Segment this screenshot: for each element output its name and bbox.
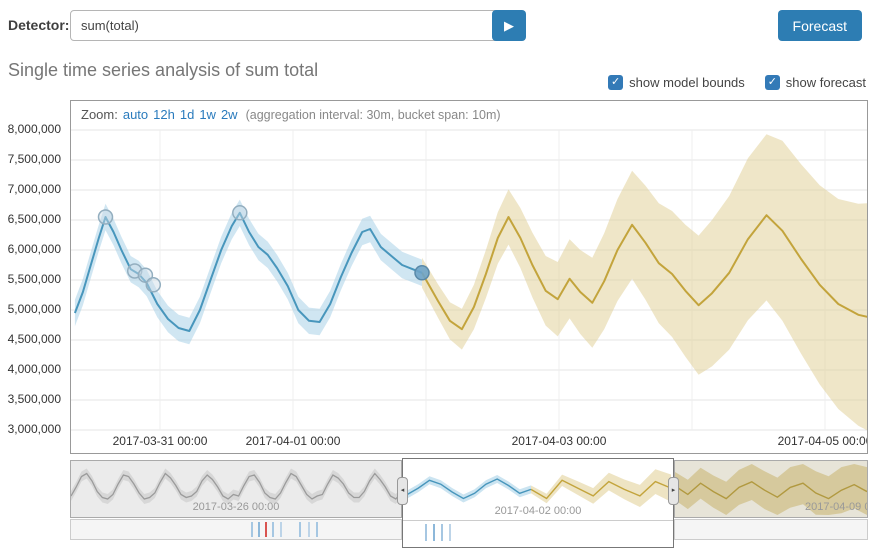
y-axis-label: 8,000,000 [0, 122, 61, 136]
anomaly-marker[interactable] [99, 210, 113, 224]
y-axis-label: 5,000,000 [0, 302, 61, 316]
checkbox-label: show model bounds [629, 75, 745, 90]
swimlane-anomaly-tick [251, 522, 253, 537]
x-axis-label: 2017-03-31 00:00 [95, 434, 225, 448]
forecast-bounds-area [422, 134, 867, 431]
y-axis-label: 3,000,000 [0, 422, 61, 436]
y-axis-label: 3,500,000 [0, 392, 61, 406]
x-axis-label: 2017-04-01 00:00 [228, 434, 358, 448]
swimlane-anomaly-tick [316, 522, 318, 537]
detector-selected-value: sum(total) [81, 18, 139, 33]
swimlane-anomaly-tick [308, 522, 310, 537]
context-right-date: 2017-04-09 00:00 [805, 501, 868, 513]
checkbox-label: show forecast [786, 75, 866, 90]
y-axis-label: 6,000,000 [0, 242, 61, 256]
x-axis-label: 2017-04-05 00:00 [760, 434, 868, 448]
swimlane-anomaly-tick [425, 524, 427, 541]
play-icon: ▶ [504, 18, 514, 33]
swimlane-anomaly-tick [258, 522, 260, 537]
y-axis-label: 7,500,000 [0, 152, 61, 166]
checkbox-icon: ✓ [765, 75, 780, 90]
zoom-label: Zoom: [81, 107, 118, 122]
aggregation-note: (aggregation interval: 30m, bucket span:… [246, 108, 501, 122]
single-metric-viewer: Detector: sum(total) ▶ Forecast Single t… [0, 0, 870, 560]
swimlane-selection [403, 521, 673, 545]
swimlane-left [70, 519, 402, 540]
latest-value-marker[interactable] [415, 266, 429, 280]
zoom-option-1w[interactable]: 1w [199, 107, 216, 122]
zoom-option-12h[interactable]: 12h [153, 107, 175, 122]
y-axis-label: 4,500,000 [0, 332, 61, 346]
main-chart-plot[interactable] [71, 101, 867, 453]
zoom-controls: Zoom: auto 12h 1d 1w 2w (aggregation interval:… [81, 107, 501, 122]
brush-handle-right[interactable]: ▸ [668, 477, 679, 505]
forecast-button[interactable]: Forecast [778, 10, 862, 41]
context-chart-right-unselected[interactable]: 2017-04-09 00:00 [674, 460, 868, 518]
zoom-option-1d[interactable]: 1d [180, 107, 194, 122]
context-selection-date: 2017-04-02 00:00 [403, 505, 673, 517]
swimlane-anomaly-tick [265, 522, 267, 537]
anomaly-marker[interactable] [146, 278, 160, 292]
swimlane-anomaly-tick [299, 522, 301, 537]
swimlane-anomaly-tick [449, 524, 451, 541]
checkbox-icon: ✓ [608, 75, 623, 90]
play-button[interactable]: ▶ [492, 10, 526, 41]
x-axis-label: 2017-04-03 00:00 [494, 434, 624, 448]
y-axis-label: 5,500,000 [0, 272, 61, 286]
main-time-series-chart[interactable]: Zoom: auto 12h 1d 1w 2w (aggregation interval:… [70, 100, 868, 454]
context-chart-left-unselected[interactable]: 2017-03-26 00:00 [70, 460, 402, 518]
y-axis-label: 7,000,000 [0, 182, 61, 196]
zoom-option-auto[interactable]: auto [123, 107, 148, 122]
swimlane-anomaly-tick [441, 524, 443, 541]
y-axis-label: 6,500,000 [0, 212, 61, 226]
show-model-bounds-checkbox[interactable]: ✓ show model bounds [608, 75, 745, 90]
detector-select[interactable]: sum(total) [70, 10, 516, 41]
y-axis-labels: 8,000,000 7,500,000 7,000,000 6,500,000 6,00… [0, 0, 64, 460]
swimlane-anomaly-tick [280, 522, 282, 537]
model-bounds-area [75, 200, 422, 345]
zoom-option-2w[interactable]: 2w [221, 107, 238, 122]
brush-handle-left[interactable]: ◂ [397, 477, 408, 505]
context-brush-selection[interactable]: 2017-04-02 00:00 [402, 458, 674, 548]
swimlane-right [674, 519, 868, 540]
anomaly-marker[interactable] [233, 206, 247, 220]
swimlane-anomaly-tick [433, 524, 435, 541]
swimlane-anomaly-tick [272, 522, 274, 537]
chart-option-checkboxes: ✓ show model bounds ✓ show forecast [608, 75, 866, 90]
y-axis-label: 4,000,000 [0, 362, 61, 376]
context-left-date: 2017-03-26 00:00 [71, 501, 401, 513]
show-forecast-checkbox[interactable]: ✓ show forecast [765, 75, 866, 90]
